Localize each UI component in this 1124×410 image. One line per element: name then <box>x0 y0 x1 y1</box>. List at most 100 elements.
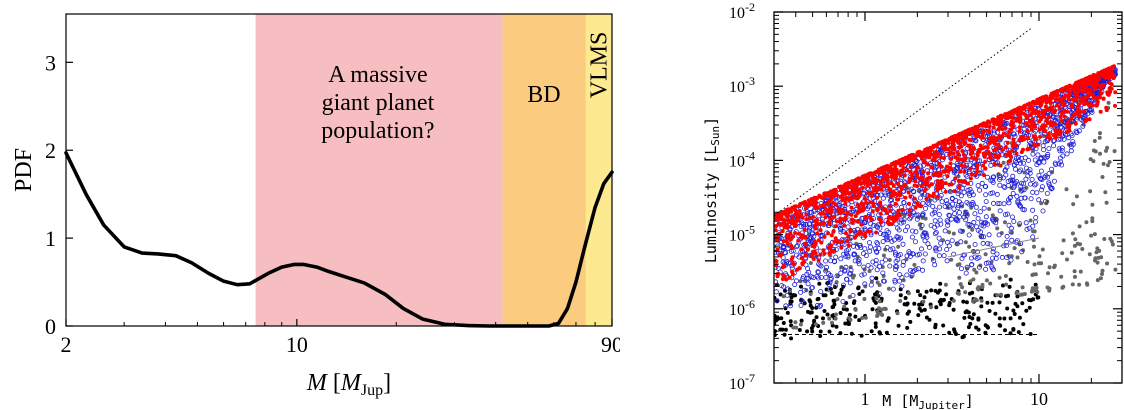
scatter-point-red <box>929 152 934 157</box>
scatter-point-red <box>812 239 817 244</box>
scatter-point-red <box>889 173 894 178</box>
scatter-point-blue <box>971 219 977 225</box>
scatter-point-gray <box>1110 242 1115 247</box>
scatter-point-blue <box>969 130 975 136</box>
scatter-point-blue <box>909 177 915 183</box>
scatter-point-red <box>868 171 873 176</box>
scatter-point-red <box>1025 114 1030 119</box>
scatter-point-blue <box>1006 133 1012 139</box>
scatter-point-blue <box>896 187 902 193</box>
scatter-point-red <box>862 177 867 182</box>
scatter-point-gray <box>889 195 893 200</box>
scatter-point-blue <box>836 201 842 207</box>
scatter-point-blue <box>830 217 836 223</box>
scatter-point-red <box>838 185 843 190</box>
scatter-point-blue <box>880 239 886 245</box>
scatter-point-blue <box>1038 156 1044 162</box>
scatter-point-blue <box>985 125 991 131</box>
scatter-point-red <box>871 186 876 191</box>
scatter-point-red <box>798 201 803 206</box>
scatter-point-red <box>781 273 786 277</box>
scatter-point-blue <box>1069 107 1075 113</box>
scatter-point-blue <box>1010 177 1016 183</box>
scatter-point-red <box>931 152 935 157</box>
scatter-point-red <box>841 197 846 202</box>
scatter-point-blue <box>841 242 847 248</box>
scatter-point-gray <box>1084 281 1089 286</box>
scatter-point-blue <box>791 219 797 225</box>
scatter-point-blue <box>1082 87 1088 93</box>
scatter-point-blue <box>932 207 938 213</box>
scatter-point-red <box>827 194 832 198</box>
scatter-point-red <box>908 156 913 161</box>
scatter-point-red <box>914 169 919 174</box>
scatter-point-blue <box>992 151 998 157</box>
scatter-point-blue <box>804 271 810 277</box>
scatter-point-red <box>831 200 836 205</box>
scatter-point-red <box>957 185 962 190</box>
scatter-point-red <box>895 193 900 197</box>
scatter-point-red <box>872 170 877 175</box>
scatter-point-blue <box>979 222 985 228</box>
scatter-point-blue <box>774 236 779 242</box>
scatter-point-blue <box>973 149 979 155</box>
scatter-point-blue <box>1064 131 1070 137</box>
scatter-point-blue <box>1109 73 1115 79</box>
scatter-point-red <box>809 197 814 201</box>
scatter-point-blue <box>1099 78 1105 84</box>
scatter-point-gray <box>963 290 968 295</box>
scatter-point-gray <box>967 225 972 229</box>
scatter-point-blue <box>876 245 882 251</box>
scatter-point-gray <box>875 314 880 318</box>
scatter-point-red <box>952 137 957 142</box>
scatter-point-blue <box>842 208 848 214</box>
scatter-point-blue <box>1099 77 1105 83</box>
x-tick-label: 10 <box>1030 389 1048 409</box>
scatter-point-black <box>873 300 878 305</box>
scatter-point-blue <box>833 247 839 253</box>
scatter-point-red <box>830 190 835 195</box>
scatter-point-blue <box>918 163 924 169</box>
scatter-point-red <box>857 179 862 184</box>
scatter-point-blue <box>938 146 944 152</box>
scatter-point-red <box>894 167 899 172</box>
scatter-point-blue <box>1028 196 1034 202</box>
scatter-point-gray <box>1032 262 1037 267</box>
scatter-point-gray <box>988 281 993 286</box>
scatter-point-blue <box>876 179 882 185</box>
scatter-point-red <box>1092 78 1097 83</box>
scatter-point-blue <box>793 212 799 218</box>
scatter-point-blue <box>1001 125 1007 131</box>
scatter-point-blue <box>824 230 830 236</box>
scatter-point-blue <box>961 189 967 195</box>
scatter-point-red <box>1095 99 1100 104</box>
scatter-point-blue <box>1070 92 1076 98</box>
scatter-point-blue <box>1040 124 1046 130</box>
scatter-point-blue <box>1076 85 1082 91</box>
scatter-point-blue <box>839 266 845 272</box>
scatter-point-red <box>783 223 788 228</box>
scatter-point-blue <box>1050 138 1056 144</box>
scatter-point-blue <box>988 190 994 196</box>
scatter-point-blue <box>1049 120 1055 126</box>
scatter-point-blue <box>1030 189 1036 195</box>
scatter-point-blue <box>816 255 822 261</box>
scatter-point-red <box>1033 108 1037 113</box>
scatter-point-blue <box>829 191 835 197</box>
scatter-point-red <box>788 236 793 241</box>
scatter-point-gray <box>997 275 1002 280</box>
scatter-point-red <box>1100 83 1105 88</box>
scatter-point-red <box>966 143 971 148</box>
scatter-point-blue <box>785 233 791 239</box>
scatter-point-blue <box>1049 123 1055 129</box>
scatter-point-blue <box>871 182 877 188</box>
scatter-point-blue <box>1018 167 1024 173</box>
scatter-point-blue <box>855 244 861 250</box>
scatter-point-red <box>960 149 965 153</box>
scatter-point-blue <box>983 134 989 140</box>
scatter-point-red <box>876 169 881 174</box>
scatter-point-red <box>784 207 789 212</box>
scatter-point-blue <box>895 178 901 184</box>
scatter-point-blue <box>847 188 853 194</box>
scatter-point-black <box>841 284 846 289</box>
